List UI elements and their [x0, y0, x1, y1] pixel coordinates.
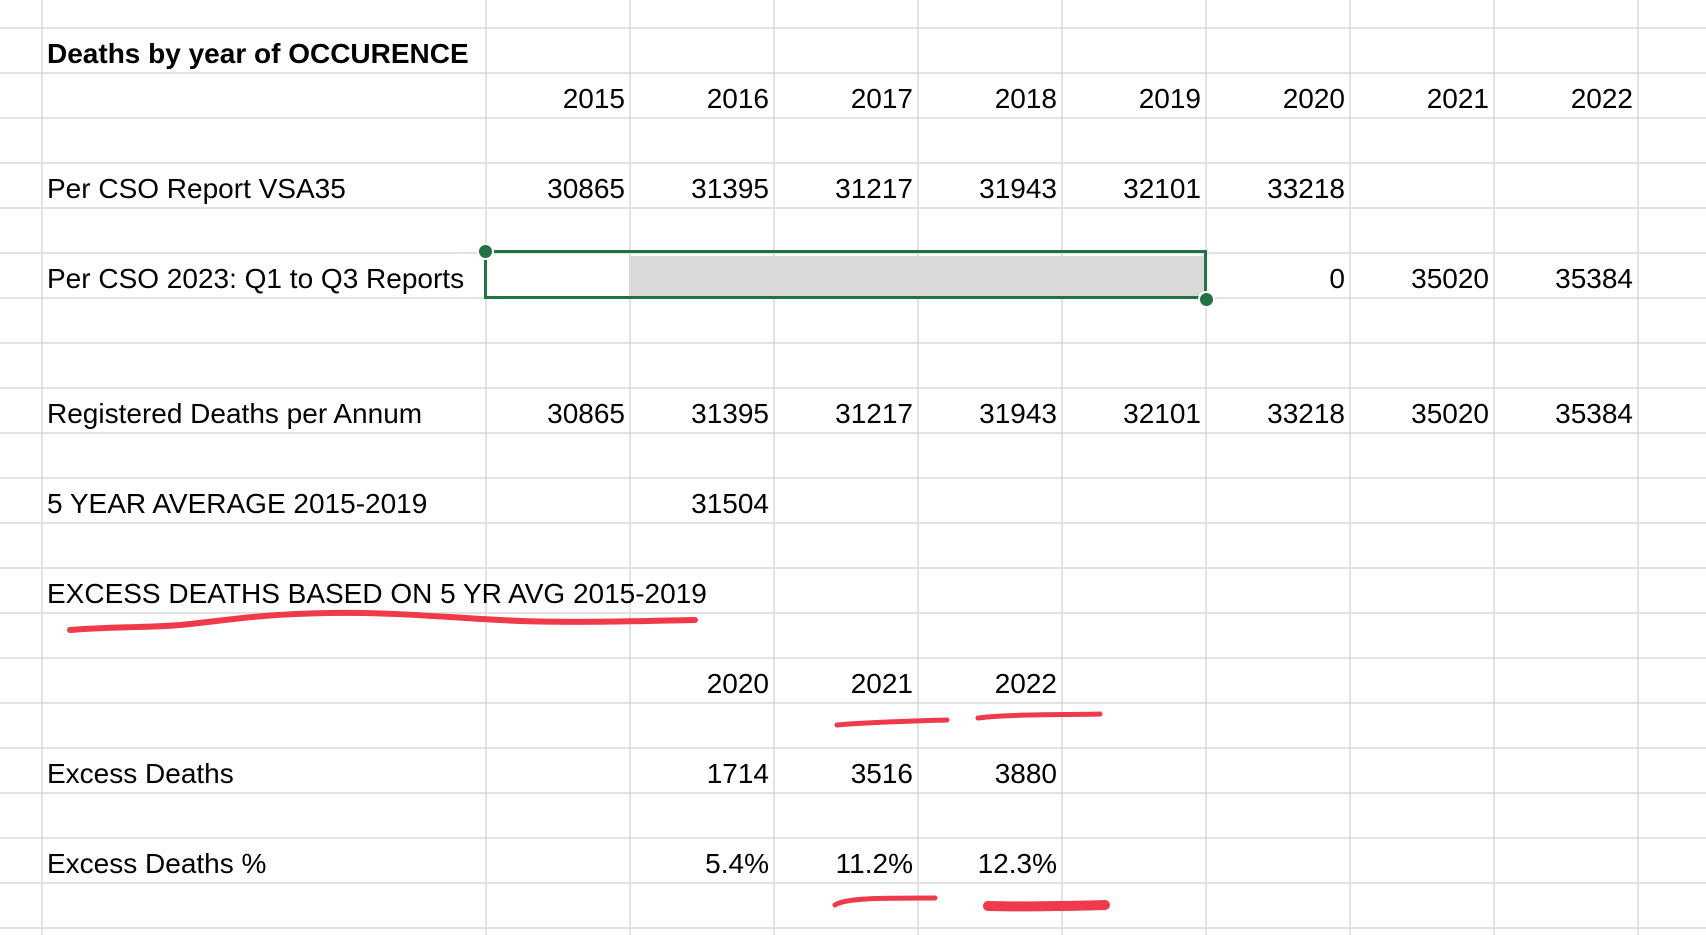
row-label-five-year-average[interactable]: 5 YEAR AVERAGE 2015-2019 [47, 488, 428, 519]
value-cell[interactable]: 35020 [1411, 398, 1489, 429]
value-cell[interactable]: 35384 [1555, 263, 1633, 294]
row-label-excess-deaths[interactable]: Excess Deaths [47, 758, 234, 789]
value-cell[interactable]: 11.2% [835, 848, 913, 879]
value-cell[interactable]: 33218 [1267, 173, 1345, 204]
value-cell[interactable]: 1714 [706, 758, 769, 789]
annotation-underline [975, 711, 1103, 721]
excess-year-header[interactable]: 2020 [706, 668, 769, 699]
value-cell[interactable]: 31943 [979, 398, 1057, 429]
value-cell[interactable]: 31943 [979, 173, 1057, 204]
excess-year-header[interactable]: 2022 [994, 668, 1057, 699]
value-cell[interactable]: 30865 [547, 398, 625, 429]
year-header-cell[interactable]: 2017 [850, 83, 913, 114]
row-label-cso-vsa35[interactable]: Per CSO Report VSA35 [47, 173, 346, 204]
row-label-excess-deaths-pct[interactable]: Excess Deaths % [47, 848, 267, 879]
value-cell[interactable]: 31504 [691, 488, 769, 519]
excess-deaths-heading[interactable]: EXCESS DEATHS BASED ON 5 YR AVG 2015-201… [47, 578, 707, 609]
value-cell[interactable]: 32101 [1123, 173, 1201, 204]
year-header-cell[interactable]: 2018 [994, 83, 1057, 114]
selected-range-fill [629, 256, 1205, 296]
value-cell[interactable]: 32101 [1123, 398, 1201, 429]
row-label-cso-2023[interactable]: Per CSO 2023: Q1 to Q3 Reports [47, 263, 465, 294]
value-cell[interactable]: 30865 [547, 173, 625, 204]
selected-range[interactable] [484, 250, 1207, 299]
value-cell[interactable]: 3880 [994, 758, 1057, 789]
annotation-underline [834, 717, 950, 728]
year-header-cell[interactable]: 2022 [1570, 83, 1633, 114]
excess-year-header[interactable]: 2021 [850, 668, 913, 699]
year-header-cell[interactable]: 2019 [1138, 83, 1201, 114]
value-cell[interactable]: 5.4% [705, 848, 769, 879]
value-cell[interactable]: 35384 [1555, 398, 1633, 429]
value-cell[interactable]: 31217 [835, 398, 913, 429]
year-header-cell[interactable]: 2020 [1282, 83, 1345, 114]
value-cell[interactable]: 31395 [691, 398, 769, 429]
row-label-registered-deaths[interactable]: Registered Deaths per Annum [47, 398, 423, 429]
value-cell[interactable]: 12.3% [977, 848, 1057, 879]
value-cell[interactable]: 0 [1329, 263, 1345, 294]
value-cell[interactable]: 3516 [850, 758, 913, 789]
year-header-cell[interactable]: 2021 [1426, 83, 1489, 114]
year-header-cell[interactable]: 2015 [562, 83, 625, 114]
selection-end-handle[interactable] [1198, 291, 1215, 308]
year-header-cell[interactable]: 2016 [706, 83, 769, 114]
value-cell[interactable]: 35020 [1411, 263, 1489, 294]
annotation-underline [983, 900, 1110, 912]
value-cell[interactable]: 31395 [691, 173, 769, 204]
selection-start-handle[interactable] [477, 243, 494, 260]
sheet-title[interactable]: Deaths by year of OCCURENCE [47, 38, 469, 69]
annotation-underline [67, 609, 698, 633]
value-cell[interactable]: 31217 [835, 173, 913, 204]
value-cell[interactable]: 33218 [1267, 398, 1345, 429]
annotation-underline [832, 895, 938, 908]
